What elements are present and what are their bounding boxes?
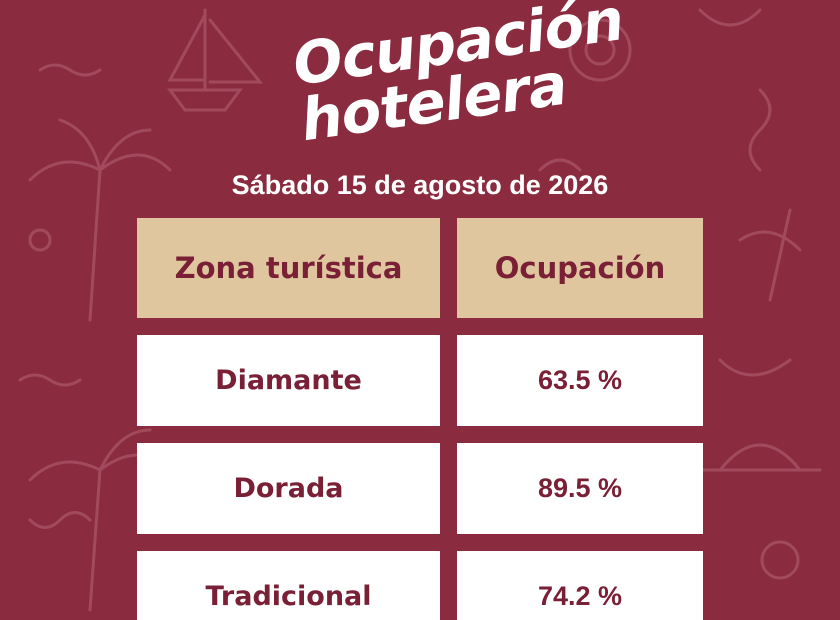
table-header: Ocupación	[457, 218, 703, 318]
zone-cell: Tradicional	[137, 551, 440, 620]
zone-cell: Diamante	[137, 335, 440, 426]
table-header: Zona turística	[137, 218, 440, 318]
zone-cell: Dorada	[137, 443, 440, 534]
occupancy-cell: 63.5 %	[457, 335, 703, 426]
occupancy-cell: 89.5 %	[457, 443, 703, 534]
date: Sábado 15 de agosto de 2026	[231, 170, 609, 200]
occupancy-cell: 74.2 %	[457, 551, 703, 620]
